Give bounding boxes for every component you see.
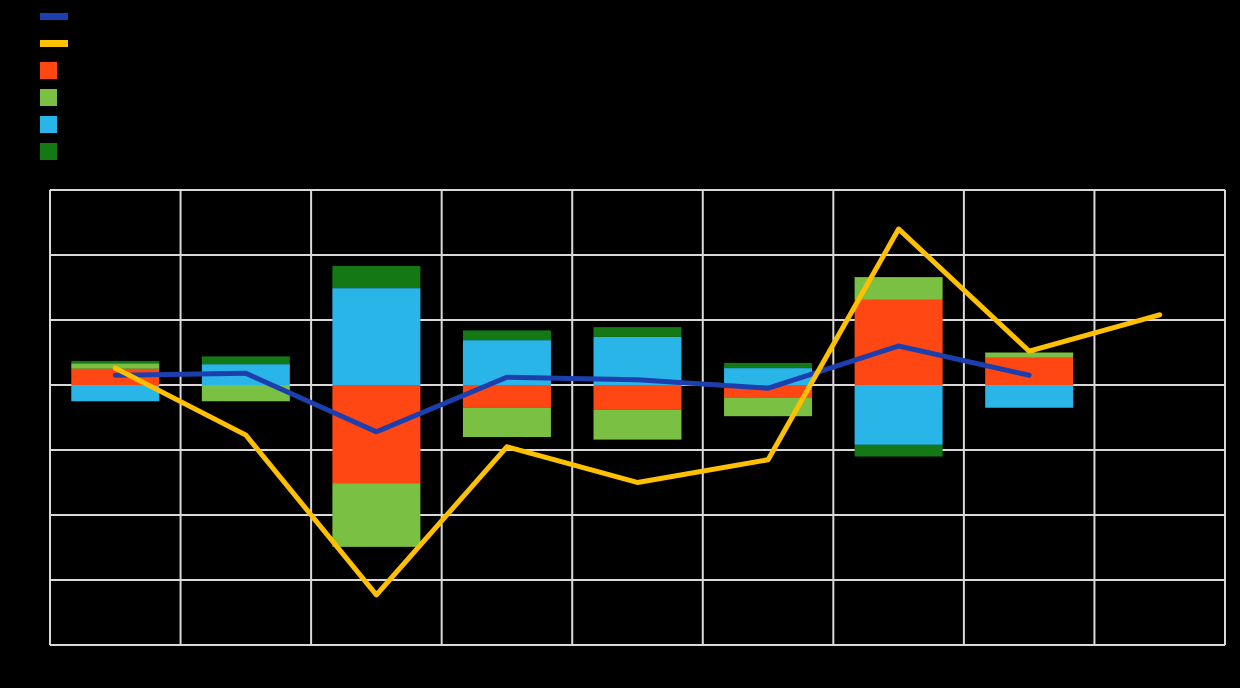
green-bars-segment <box>985 352 1074 358</box>
orange-bars-segment <box>985 357 1074 385</box>
green-bars-segment <box>332 483 421 547</box>
dark-blue-line <box>112 343 1032 435</box>
orange-bars-segment <box>462 385 551 408</box>
dark-green-bars-segment <box>724 362 813 369</box>
cyan-bars-segment <box>985 385 1074 408</box>
dark-green-bars-segment <box>462 330 551 341</box>
legend-item-cyan-bars <box>40 116 76 133</box>
dark-green-bars-segment <box>593 327 682 337</box>
dark-blue-line-swatch <box>40 13 68 20</box>
dark-green-bars-swatch <box>40 143 57 160</box>
orange-bars-segment <box>854 299 943 385</box>
cyan-bars-segment <box>332 288 421 385</box>
green-bars-segment <box>854 277 943 300</box>
legend-item-dark-green-bars <box>40 143 76 160</box>
green-bars-segment <box>724 398 813 417</box>
gold-line <box>112 226 1163 598</box>
legend-item-green-bars <box>40 89 76 106</box>
green-bars-segment <box>593 409 682 440</box>
cyan-bars-swatch <box>40 116 57 133</box>
dark-green-bars-segment <box>71 360 160 364</box>
orange-bars-swatch <box>40 62 57 79</box>
dark-green-bars-segment <box>854 444 943 457</box>
dark-green-bars-segment <box>201 356 290 365</box>
cyan-bars-segment <box>71 385 160 402</box>
green-bars-segment <box>201 385 290 402</box>
gold-line-swatch <box>40 40 68 47</box>
legend-item-dark-blue-line <box>40 8 76 25</box>
green-bars-swatch <box>40 89 57 106</box>
green-bars-segment <box>462 407 551 437</box>
legend-item-gold-line <box>40 35 76 52</box>
chart-legend <box>40 8 76 170</box>
legend-item-orange-bars <box>40 62 76 79</box>
orange-bars-segment <box>593 385 682 410</box>
dark-green-bars-segment <box>332 266 421 289</box>
cyan-bars-segment <box>854 385 943 445</box>
